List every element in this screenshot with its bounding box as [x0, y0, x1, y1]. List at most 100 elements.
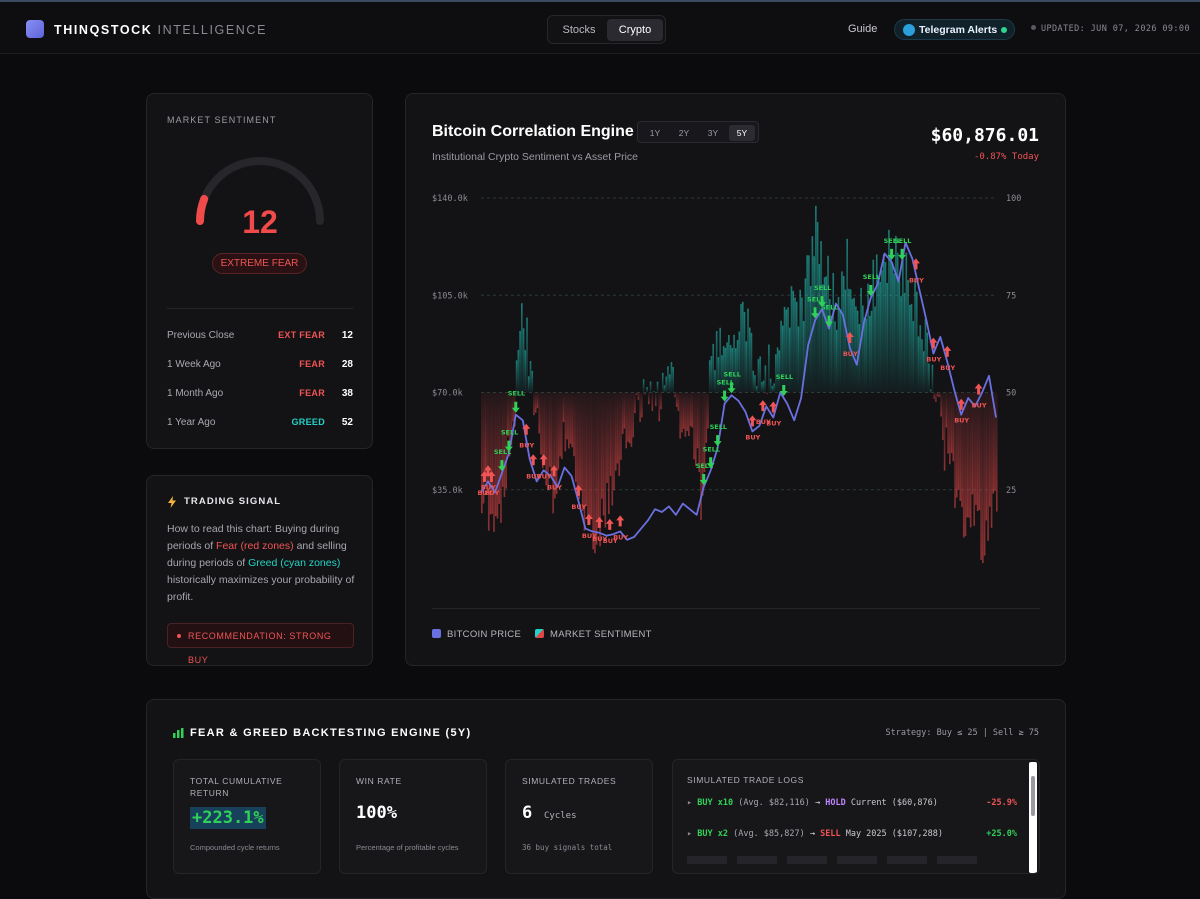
- sentiment-bar-fear: [677, 392, 680, 411]
- sentiment-bar-fear: [545, 392, 547, 486]
- sentiment-bar-fear: [942, 392, 944, 440]
- sentiment-bar-fear: [983, 392, 986, 556]
- sentiment-bar-greed: [851, 298, 854, 393]
- signal-explanation: How to read this chart: Buying during pe…: [167, 521, 357, 606]
- buy-label: BUY: [582, 532, 597, 540]
- tab-stocks[interactable]: Stocks: [562, 24, 596, 36]
- sentiment-bar-greed: [517, 349, 520, 393]
- stat-label: SIMULATED TRADES: [522, 776, 617, 786]
- sentiment-bar-fear: [590, 392, 593, 520]
- top-bar: THINQSTOCK INTELLIGENCE Stocks Crypto Gu…: [0, 0, 1200, 54]
- buy-label: BUY: [481, 483, 496, 491]
- buy-label: BUY: [484, 489, 499, 497]
- sentiment-bar-greed: [531, 370, 534, 393]
- range-1y[interactable]: 1Y: [649, 128, 661, 138]
- sentiment-bar-fear: [538, 392, 541, 434]
- brand-logo[interactable]: THINQSTOCK INTELLIGENCE: [54, 23, 267, 37]
- sentiment-bar-fear: [961, 392, 963, 508]
- stat-win-rate: WIN RATE 100% Percentage of profitable c…: [339, 759, 487, 874]
- sentiment-bar-fear: [621, 392, 624, 434]
- telegram-label: Telegram Alerts: [919, 24, 998, 36]
- buy-label: BUY: [603, 537, 618, 545]
- sentiment-bar-greed: [902, 258, 904, 393]
- buy-arrow-icon: [522, 423, 531, 435]
- legend-sentiment-label: MARKET SENTIMENT: [550, 629, 652, 640]
- telegram-alerts-button[interactable]: Telegram Alerts: [894, 19, 1015, 40]
- buy-arrow-icon: [748, 415, 757, 427]
- guide-link[interactable]: Guide: [848, 23, 878, 35]
- sentiment-bar-greed: [862, 305, 864, 393]
- scrollbar-thumb[interactable]: [1031, 776, 1035, 816]
- range-3y[interactable]: 3Y: [707, 128, 719, 138]
- sentiment-bar-fear: [686, 392, 688, 431]
- sentiment-bar-greed: [830, 315, 833, 393]
- sell-label: SELL: [863, 273, 880, 281]
- correlation-chart[interactable]: $140.0k$105.0k$70.0k$35.0k100755025BUYBU…: [406, 182, 1067, 622]
- sentiment-bar-fear: [567, 392, 570, 449]
- sentiment-gauge: [196, 157, 324, 225]
- sentiment-bar-greed: [903, 292, 906, 393]
- sentiment-bar-fear: [548, 392, 551, 467]
- range-selector: 1Y 2Y 3Y 5Y: [637, 121, 759, 143]
- telegram-icon: [903, 24, 915, 36]
- scrollbar[interactable]: [1029, 762, 1037, 873]
- tab-crypto[interactable]: Crypto: [607, 19, 663, 41]
- signal-text-1: How to read this chart: Buying during pe…: [167, 523, 340, 552]
- stat-label: TOTAL CUMULATIVE RETURN: [190, 776, 283, 798]
- sentiment-bar-fear: [512, 392, 514, 422]
- sentiment-bar-greed: [891, 263, 894, 393]
- sentiment-bar-fear: [936, 392, 939, 397]
- sell-arrow-icon: [824, 315, 833, 327]
- sentiment-bar-fear: [574, 392, 577, 482]
- sentiment-bar-fear: [541, 392, 544, 469]
- y-tick-label-left: $105.0k: [432, 291, 468, 301]
- sentiment-bar-greed: [815, 205, 817, 393]
- sentiment-bar-fear: [950, 392, 953, 454]
- sentiment-bar-fear: [635, 392, 638, 395]
- sell-label: SELL: [717, 379, 734, 387]
- log-result: -25.9%: [986, 798, 1017, 808]
- sentiment-bar-fear: [996, 392, 998, 512]
- sentiment-bar-fear: [554, 392, 556, 499]
- sentiment-bar-greed: [733, 334, 735, 393]
- sentiment-bar-greed: [783, 306, 786, 393]
- sentiment-bar-greed: [762, 380, 765, 393]
- buy-arrow-icon: [529, 454, 538, 466]
- buy-label: BUY: [940, 364, 955, 372]
- sell-arrow-icon: [504, 440, 513, 452]
- sentiment-bar-greed: [740, 303, 742, 393]
- range-5y[interactable]: 5Y: [729, 125, 755, 141]
- backtest-card: FEAR & GREED BACKTESTING ENGINE (5Y) Str…: [146, 699, 1066, 899]
- sentiment-bar-greed: [919, 325, 922, 393]
- sell-label: SELL: [776, 373, 793, 381]
- legend-price[interactable]: BITCOIN PRICE: [432, 629, 521, 640]
- sentiment-bar-fear: [581, 392, 584, 511]
- sentiment-bar-fear: [982, 392, 984, 564]
- sentiment-bar-fear: [992, 392, 995, 494]
- sentiment-bar-fear: [587, 392, 589, 521]
- history-period: 1 Month Ago: [167, 388, 224, 399]
- sentiment-bar-greed: [764, 365, 767, 393]
- sentiment-bar-fear: [533, 392, 535, 416]
- sentiment-bar-fear: [978, 392, 981, 511]
- sell-label: SELL: [501, 429, 518, 437]
- sentiment-bar-fear: [945, 392, 948, 428]
- sentiment-bar-greed: [895, 235, 897, 393]
- sentiment-bar-greed: [844, 289, 847, 393]
- range-2y[interactable]: 2Y: [678, 128, 690, 138]
- sentiment-bar-fear: [933, 392, 935, 399]
- sentiment-bar-greed: [881, 270, 883, 393]
- sentiment-bar-greed: [529, 361, 532, 393]
- trade-log-row: ▸ BUY x2 (Avg. $85,827) → SELL May 2025 …: [687, 829, 1017, 839]
- sentiment-bar-fear: [938, 392, 941, 398]
- caret-icon: ▸: [687, 829, 698, 839]
- buy-label: BUY: [926, 356, 941, 364]
- trade-logs[interactable]: SIMULATED TRADE LOGS ▸ BUY x10 (Avg. $82…: [672, 759, 1040, 874]
- sentiment-bar-fear: [985, 392, 988, 521]
- sentiment-bar-fear: [599, 392, 601, 547]
- sentiment-bar-fear: [510, 392, 513, 446]
- sentiment-bar-greed: [724, 347, 727, 393]
- sentiment-bar-fear: [648, 392, 650, 405]
- sentiment-bar-fear: [487, 392, 490, 531]
- legend-sentiment[interactable]: MARKET SENTIMENT: [535, 629, 652, 640]
